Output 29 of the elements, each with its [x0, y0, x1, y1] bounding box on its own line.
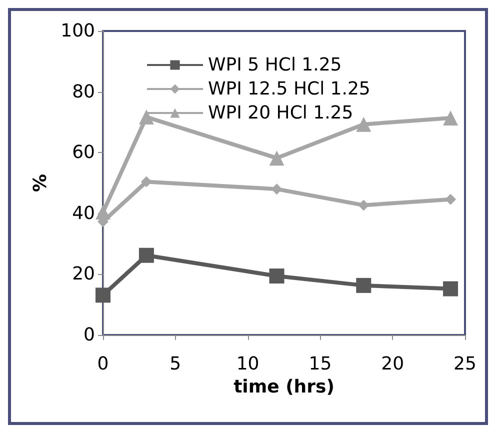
y-tick-label: 80 — [72, 81, 95, 102]
x-tick-label: 10 — [236, 354, 260, 374]
y-tick-label: 60 — [72, 142, 95, 164]
point — [445, 194, 456, 205]
x-tick-label: 25 — [454, 354, 476, 374]
legend-label: WPI 12.5 HCl 1.25 — [208, 78, 370, 100]
point — [269, 150, 284, 166]
point — [140, 176, 152, 188]
x-tick-label: 0 — [97, 354, 109, 374]
point — [96, 288, 110, 303]
point — [96, 204, 110, 220]
x-tick-label: 5 — [170, 354, 182, 374]
point — [356, 278, 372, 293]
point — [138, 110, 154, 125]
x-axis-title: time (hrs) — [234, 376, 334, 398]
x-tick-label: 15 — [308, 354, 332, 374]
y-axis-title: % — [30, 174, 52, 192]
y-tick-label: 0 — [84, 324, 95, 346]
point — [138, 248, 154, 263]
y-tick-label: 40 — [72, 202, 95, 224]
legend-label: WPI 5 HCl 1.25 — [208, 54, 342, 76]
y-tick-label: 100 — [60, 20, 95, 42]
x-tick-label: 20 — [381, 354, 404, 374]
legend-label: WPI 20 HCl 1.25 — [208, 102, 354, 124]
point — [443, 281, 458, 296]
point — [356, 116, 372, 132]
point — [269, 268, 284, 284]
y-tick-label: 20 — [72, 264, 95, 285]
point — [443, 110, 458, 126]
